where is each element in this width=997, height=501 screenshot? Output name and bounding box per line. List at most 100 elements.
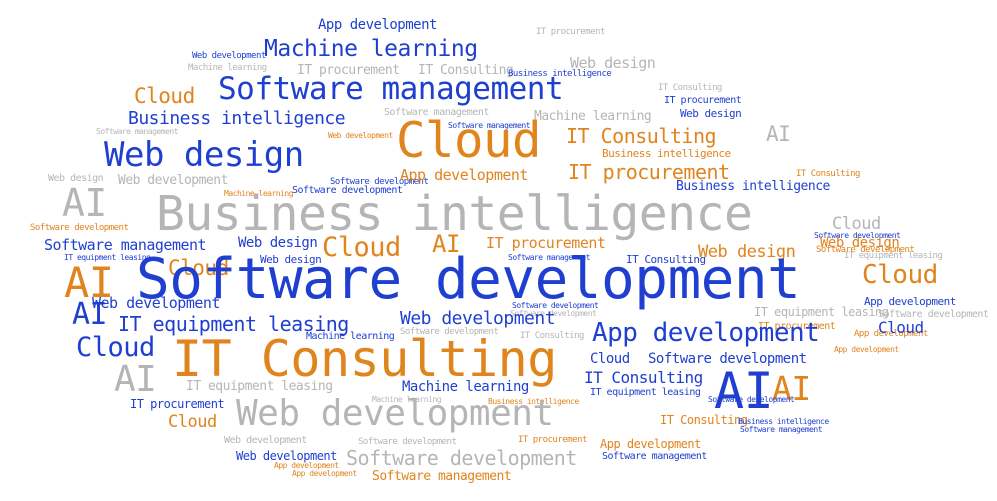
cloud-word: Web design xyxy=(698,242,796,262)
cloud-word: Software development xyxy=(814,231,901,240)
cloud-word: Web design xyxy=(48,173,104,184)
cloud-word: Software management xyxy=(508,253,591,262)
cloud-word: Business intelligence xyxy=(156,186,753,242)
cloud-word: Software development xyxy=(878,309,989,320)
cloud-word: Cloud xyxy=(396,112,542,169)
cloud-word: App development xyxy=(864,295,956,308)
cloud-word: Web design xyxy=(238,235,318,251)
cloud-word: Web development xyxy=(224,435,307,446)
cloud-word: Software development xyxy=(512,301,599,310)
cloud-word: AI xyxy=(766,122,791,146)
cloud-word: Machine learning xyxy=(306,331,395,342)
cloud-word: Software management xyxy=(740,425,823,434)
cloud-word: Cloud xyxy=(832,214,881,234)
cloud-word: Software management xyxy=(218,71,564,107)
cloud-word: IT Consulting xyxy=(660,413,748,427)
cloud-word: Cloud xyxy=(168,256,229,280)
cloud-word: Machine learning xyxy=(264,36,478,62)
cloud-word: IT equipment leasing xyxy=(844,251,943,261)
cloud-word: Web development xyxy=(236,449,337,463)
cloud-word: Software management xyxy=(448,121,531,130)
cloud-word: Cloud xyxy=(134,84,195,108)
cloud-word: IT equipment leasing xyxy=(590,387,701,398)
cloud-word: Software management xyxy=(602,451,707,462)
cloud-word: Machine learning xyxy=(372,395,442,404)
cloud-word: IT procurement xyxy=(297,63,400,78)
cloud-word: Web design xyxy=(260,253,322,266)
cloud-word: Business intelligence xyxy=(488,397,579,406)
cloud-word: Machine learning xyxy=(224,189,294,198)
cloud-word: App development xyxy=(318,17,437,33)
cloud-word: Software development xyxy=(30,223,129,233)
cloud-word: Web development xyxy=(192,51,266,61)
cloud-word: Web development xyxy=(236,393,554,434)
cloud-word: Machine learning xyxy=(188,63,267,73)
cloud-word: IT equipment leasing xyxy=(186,379,333,394)
cloud-word: Software management xyxy=(96,127,179,136)
cloud-word: Business intelligence xyxy=(602,147,731,160)
cloud-word: Machine learning xyxy=(534,109,652,124)
cloud-word: Web development xyxy=(92,294,220,312)
cloud-word: Cloud xyxy=(878,318,924,337)
cloud-word: IT Consulting xyxy=(584,368,703,387)
cloud-word: App development xyxy=(592,318,820,348)
cloud-word: IT Consulting xyxy=(626,253,706,266)
cloud-word: Software development xyxy=(358,437,457,447)
cloud-word: Software development xyxy=(136,247,801,312)
cloud-word: IT Consulting xyxy=(796,169,860,179)
cloud-word: App development xyxy=(292,469,357,478)
cloud-word: IT procurement xyxy=(486,234,606,252)
cloud-word: Machine learning xyxy=(402,379,529,395)
cloud-word: IT Consulting xyxy=(658,83,722,93)
cloud-word: Software development xyxy=(330,177,429,187)
cloud-word: App development xyxy=(400,166,528,184)
cloud-word: Software development xyxy=(292,185,403,196)
cloud-word: Cloud xyxy=(168,412,217,432)
cloud-word: IT Consulting xyxy=(520,331,584,341)
cloud-word: Web design xyxy=(820,235,900,251)
cloud-word: Cloud xyxy=(862,260,938,290)
cloud-word: IT procurement xyxy=(518,435,587,445)
cloud-word: Business intelligence xyxy=(508,69,612,79)
cloud-word: Web design xyxy=(570,54,656,72)
cloud-word: Software development xyxy=(400,327,499,337)
cloud-word: App development xyxy=(854,329,928,339)
cloud-word: IT equipment leasing xyxy=(118,312,349,336)
cloud-word: Cloud xyxy=(76,332,155,363)
cloud-word: Software development xyxy=(816,245,915,255)
cloud-word: IT procurement xyxy=(758,321,836,332)
cloud-word: Cloud xyxy=(322,232,401,263)
cloud-word: IT procurement xyxy=(664,95,742,106)
cloud-word: IT procurement xyxy=(536,27,605,37)
cloud-word: Business intelligence xyxy=(738,417,829,426)
cloud-word: AI xyxy=(114,359,157,400)
cloud-word: Web development xyxy=(328,131,393,140)
cloud-word: Cloud xyxy=(590,351,630,367)
cloud-word: AI xyxy=(714,362,774,420)
cloud-word: Software development xyxy=(346,446,577,470)
cloud-word: Web development xyxy=(118,173,228,188)
cloud-word: Business intelligence xyxy=(676,179,830,194)
cloud-word: AI xyxy=(772,369,811,408)
cloud-word: App development xyxy=(274,461,339,470)
cloud-word: IT Consulting xyxy=(418,63,514,78)
cloud-word: Web design xyxy=(104,135,304,175)
cloud-word: IT equipment leasing xyxy=(754,305,889,319)
cloud-word: AI xyxy=(72,297,108,332)
cloud-word: Software development xyxy=(708,395,795,404)
cloud-word: Software development xyxy=(648,351,807,367)
cloud-word: Software development xyxy=(510,309,597,318)
cloud-word: IT procurement xyxy=(130,397,225,411)
cloud-word: Web development xyxy=(400,308,556,329)
cloud-word: Web design xyxy=(680,107,742,120)
cloud-word: App development xyxy=(834,345,899,354)
cloud-word: Business intelligence xyxy=(128,108,346,129)
cloud-word: Software management xyxy=(384,107,489,118)
cloud-word: AI xyxy=(62,181,107,225)
cloud-word: IT procurement xyxy=(568,160,730,184)
cloud-word: Software management xyxy=(372,469,512,484)
cloud-word: IT equipment leasing xyxy=(64,253,151,262)
cloud-word: AI xyxy=(432,230,460,258)
cloud-word: Software management xyxy=(44,236,207,254)
cloud-word: IT Consulting xyxy=(172,330,557,388)
